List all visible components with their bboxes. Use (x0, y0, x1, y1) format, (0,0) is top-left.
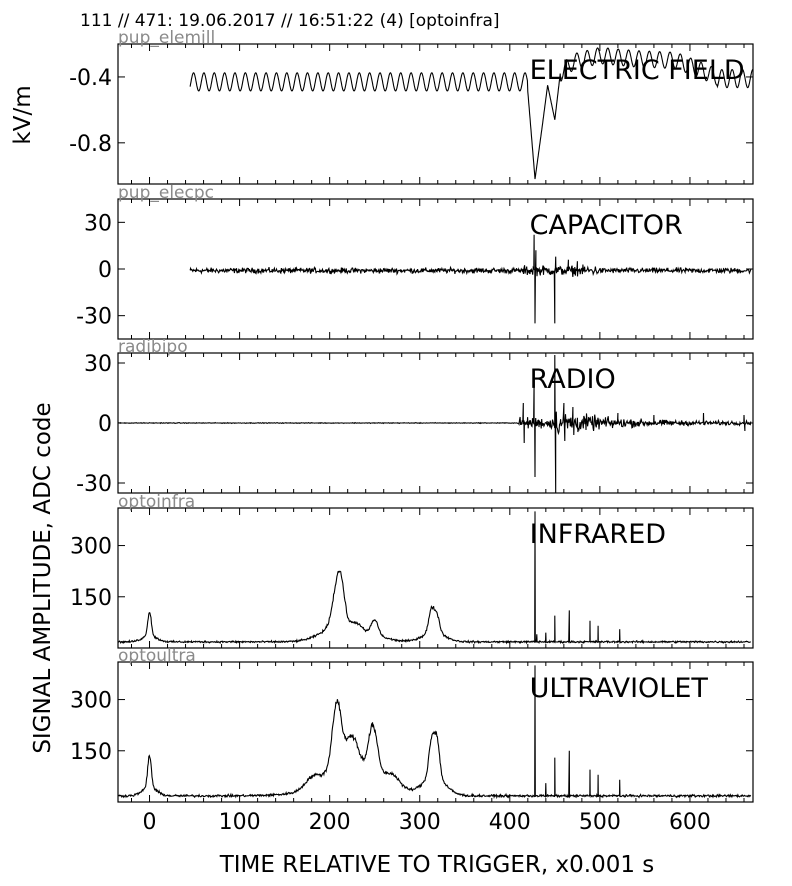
y-tick-label-ultraviolet: 300 (70, 689, 112, 714)
panel-frame-efield (117, 43, 754, 185)
panel-title-ultraviolet: ULTRAVIOLET (530, 673, 709, 704)
panel-title-efield: ELECTRIC FIELD (530, 55, 745, 86)
panel-ultraviolet: 300 150 optoultra ULTRAVIOLET (70, 646, 754, 803)
y-tick-label-capacitor: 0 (98, 258, 112, 283)
x-tick-label: 0 (143, 810, 157, 835)
x-tick-label: 200 (309, 810, 351, 835)
x-tick-label: 600 (669, 810, 711, 835)
y-tick-label-radio: -30 (76, 472, 112, 497)
y-tick-label-capacitor: 30 (84, 211, 112, 236)
x-tick-label: 300 (399, 810, 441, 835)
panel-frame-infrared (117, 507, 754, 649)
x-axis-label: TIME RELATIVE TO TRIGGER, x0.001 s (219, 852, 655, 878)
sensor-label-capacitor: pup_elecpc (118, 183, 214, 203)
panel-title-radio: RADIO (530, 364, 616, 395)
series-line-radio (118, 354, 752, 493)
sensor-label-radio: radibipo (118, 337, 188, 357)
sensor-label-ultraviolet: optoultra (118, 646, 196, 666)
y-tick-label-capacitor: -30 (76, 305, 112, 330)
series-line-efield (189, 47, 753, 180)
y-axis-label-signal: SIGNAL AMPLITUDE, ADC code (30, 402, 56, 753)
x-tick-label: 100 (219, 810, 261, 835)
y-tick-label-radio: 0 (98, 412, 112, 437)
series-line-infrared (118, 511, 751, 645)
y-tick-label-ultraviolet: 150 (70, 740, 112, 765)
sensor-label-infrared: optoinfra (118, 492, 195, 512)
panel-infrared: 300 150 optoinfra INFRARED (70, 492, 754, 649)
series-line-capacitor (189, 234, 752, 324)
y-tick-label-infrared: 150 (70, 586, 112, 611)
y-axis-label-kvm: kV/m (10, 85, 36, 144)
series-line-ultraviolet (118, 665, 752, 800)
panel-efield: -0.4 -0.8 pup_elemill ELECTRIC FIELD (69, 28, 754, 185)
panel-title-infrared: INFRARED (530, 519, 666, 550)
panel-frame-ultraviolet (117, 661, 754, 803)
y-tick-label-infrared: 300 (70, 535, 112, 560)
x-tick-label: 500 (579, 810, 621, 835)
y-tick-label-efield: -0.4 (69, 66, 112, 91)
sensor-label-efield: pup_elemill (118, 28, 215, 48)
panel-radio: 30 0 -30 radibipo RADIO (76, 337, 754, 497)
y-tick-label-radio: 30 (84, 352, 112, 377)
header-text: 111 // 471: 19.06.2017 // 16:51:22 (4) [… (80, 11, 500, 31)
y-tick-label-efield: -0.8 (69, 132, 112, 157)
panel-title-capacitor: CAPACITOR (530, 210, 683, 241)
panel-capacitor: 30 0 -30 pup_elecpc CAPACITOR (76, 183, 754, 340)
x-tick-label: 400 (489, 810, 531, 835)
